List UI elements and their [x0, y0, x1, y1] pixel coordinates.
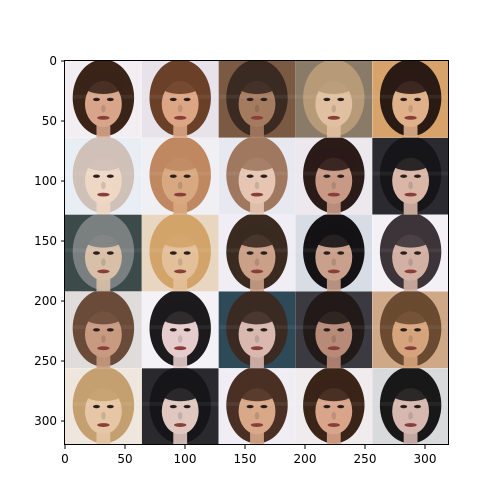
y-tick-label: 250 — [34, 354, 57, 368]
face-tile — [218, 61, 296, 138]
face-tile — [65, 137, 142, 215]
y-tick-label: 300 — [34, 414, 57, 428]
face-tile — [295, 137, 373, 215]
face-tile — [372, 368, 449, 446]
face-tile — [295, 291, 373, 369]
face-tile — [295, 214, 373, 292]
x-tick-label: 250 — [354, 452, 377, 466]
face-tile — [218, 137, 296, 215]
y-tick-label: 150 — [34, 234, 57, 248]
y-tick-label: 50 — [42, 114, 57, 128]
face-tile — [218, 368, 296, 446]
face-tile — [141, 368, 219, 446]
face-tile — [372, 137, 449, 215]
y-tick-label: 200 — [34, 294, 57, 308]
face-tile — [218, 291, 296, 369]
face-tile — [65, 368, 142, 446]
axes-frame — [64, 60, 449, 445]
face-tile — [65, 291, 142, 369]
face-tile — [295, 368, 373, 446]
face-tile — [141, 291, 219, 369]
face-tile — [372, 214, 449, 292]
x-tick-label: 100 — [174, 452, 197, 466]
y-tick-label: 100 — [34, 174, 57, 188]
x-tick-label: 50 — [117, 452, 132, 466]
x-tick-label: 300 — [414, 452, 437, 466]
face-tile — [141, 137, 219, 215]
face-tile — [372, 61, 449, 138]
face-tile — [218, 214, 296, 292]
x-tick-label: 0 — [61, 452, 69, 466]
face-tile — [141, 214, 219, 292]
face-tile — [141, 61, 219, 138]
image-grid — [65, 61, 449, 446]
face-tile — [65, 214, 142, 292]
x-axis: 0 50 100 150 200 250 300 — [61, 445, 436, 466]
x-tick-label: 200 — [294, 452, 317, 466]
y-tick-label: 0 — [49, 54, 57, 68]
face-tile — [295, 61, 373, 138]
face-tile — [65, 61, 142, 138]
x-tick-label: 150 — [234, 452, 257, 466]
y-axis: 0 50 100 150 200 250 300 — [34, 54, 65, 428]
face-tile — [372, 291, 449, 369]
